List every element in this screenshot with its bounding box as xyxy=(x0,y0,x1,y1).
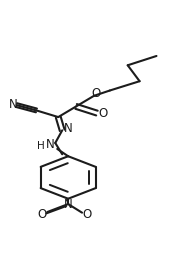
Text: N: N xyxy=(46,138,55,151)
Text: O: O xyxy=(38,207,47,221)
Text: N: N xyxy=(64,122,73,135)
Text: O: O xyxy=(98,107,108,120)
Text: N: N xyxy=(9,98,18,111)
Text: H: H xyxy=(36,141,44,151)
Text: O: O xyxy=(82,208,92,221)
Text: O: O xyxy=(91,87,101,100)
Text: N: N xyxy=(64,198,73,211)
